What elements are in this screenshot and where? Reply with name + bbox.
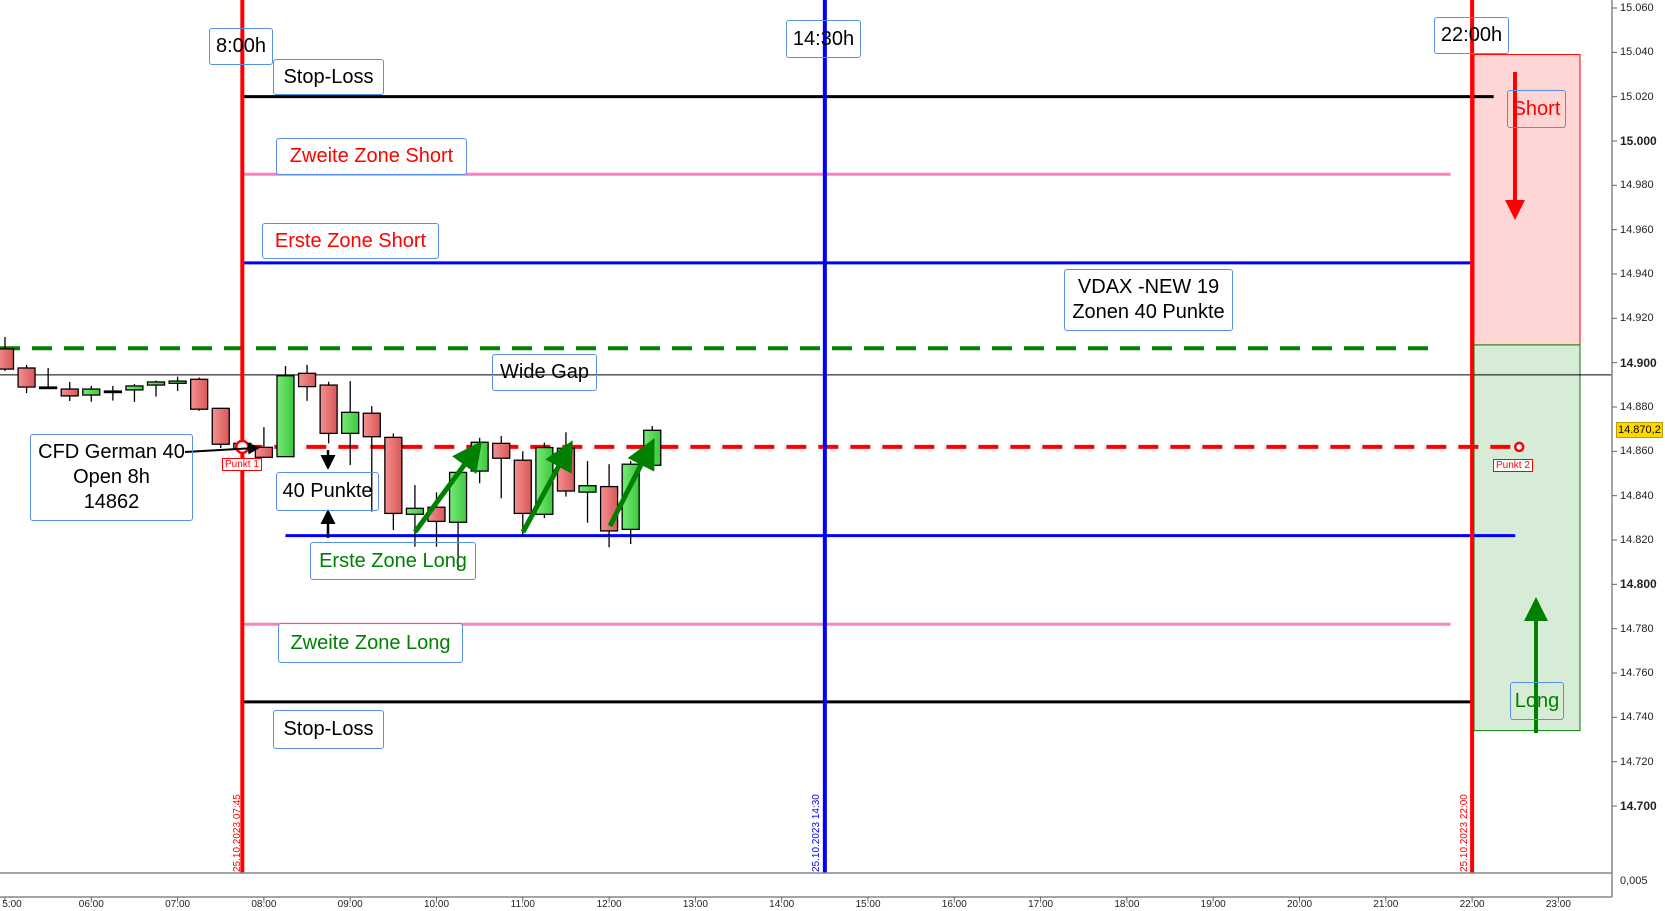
trend-arrow-icon bbox=[607, 438, 655, 528]
40-punkte-label: 40 Punkte bbox=[276, 472, 379, 511]
vline-date-1430: 25.10.2023 14:30 bbox=[811, 794, 822, 872]
vdax-line1: VDAX -NEW 19 bbox=[1077, 276, 1220, 298]
bull-candle bbox=[168, 380, 187, 384]
tag-22h: 22:00h bbox=[1434, 17, 1509, 54]
x-tick-label: 10:00 bbox=[423, 899, 450, 910]
x-tick-label: 19:00 bbox=[1200, 899, 1226, 910]
y-tick-label: 15.000 bbox=[1620, 134, 1657, 148]
bear-candle bbox=[0, 348, 15, 370]
zweite-zone-short-label: Zweite Zone Short bbox=[276, 138, 467, 175]
bear-candle bbox=[60, 388, 79, 397]
long-label: Long bbox=[1510, 682, 1564, 720]
connector-arrow-icon bbox=[184, 442, 260, 455]
wide-gap-label: Wide Gap bbox=[492, 354, 597, 391]
bear-candle bbox=[211, 407, 230, 445]
punkt-2-label: Punkt 2 bbox=[1493, 459, 1533, 472]
x-tick-label: 17:00 bbox=[1028, 899, 1054, 910]
y-tick-label: 14.980 bbox=[1620, 179, 1654, 192]
cfd-line2: Open 8h bbox=[73, 466, 150, 488]
short-label: Short bbox=[1507, 90, 1566, 128]
x-tick-label: 20:00 bbox=[1286, 899, 1313, 910]
punkt-1-label: Punkt 1 bbox=[222, 458, 262, 471]
bear-candle bbox=[297, 372, 317, 388]
y-tick-label: 14.760 bbox=[1620, 667, 1654, 679]
x-tick-label: 11:00 bbox=[510, 899, 535, 910]
y-tick-label: 14.740 bbox=[1620, 711, 1654, 724]
x-tick-label: 09:00 bbox=[337, 899, 363, 910]
bull-candle bbox=[470, 441, 489, 472]
vdax-line2: Zonen 40 Punkte bbox=[1072, 301, 1225, 323]
tag-8h: 8:00h bbox=[209, 28, 273, 65]
y-tick-label: 14.920 bbox=[1620, 312, 1654, 325]
bull-candle bbox=[341, 411, 360, 435]
bear-candle bbox=[17, 367, 36, 388]
x-tick-label: 18:00 bbox=[1114, 899, 1140, 910]
x-tick-label: 08:00 bbox=[251, 899, 277, 910]
bull-candle bbox=[82, 388, 101, 396]
last-price-tag: 14.870,2 bbox=[1616, 422, 1663, 438]
long-zone bbox=[1473, 344, 1581, 732]
vline-date-2200: 25.10.2023 22:00 bbox=[1459, 794, 1470, 872]
point-2-marker bbox=[1514, 441, 1525, 453]
trend-arrow-icon bbox=[412, 440, 482, 534]
cfd-open-label: CFD German 40 Open 8h 14862 bbox=[30, 434, 193, 521]
x-tick-label: 14:00 bbox=[769, 899, 795, 910]
x-tick-label: 12:00 bbox=[596, 899, 622, 910]
y-tick-label: 15.040 bbox=[1620, 46, 1654, 59]
x-tick-label: 22:00 bbox=[1459, 899, 1485, 910]
tag-1430h: 14:30h bbox=[786, 20, 861, 58]
zweite-zone-long-label: Zweite Zone Long bbox=[278, 623, 463, 663]
bear-candle bbox=[190, 378, 209, 410]
cfd-line1: CFD German 40 bbox=[38, 441, 185, 463]
y-tick-label: 14.900 bbox=[1620, 355, 1657, 370]
erste-zone-short-label: Erste Zone Short bbox=[262, 223, 439, 259]
y-tick-label: 14.720 bbox=[1620, 755, 1654, 768]
y-tick-label: 14.780 bbox=[1620, 622, 1654, 635]
erste-zone-long-label: Erste Zone Long bbox=[310, 542, 476, 580]
vline-date-0745: 25.10.2023 07:45 bbox=[232, 794, 243, 872]
cfd-line3: 14862 bbox=[83, 491, 140, 513]
trend-arrow-icon bbox=[520, 440, 573, 534]
bear-candle bbox=[513, 459, 532, 515]
lower-panel-tick: 0,005 bbox=[1620, 875, 1648, 887]
bull-candle bbox=[276, 375, 295, 458]
y-tick-label: 14.700 bbox=[1620, 799, 1657, 813]
bull-candle bbox=[103, 390, 123, 394]
y-tick-label: 14.860 bbox=[1620, 445, 1654, 458]
vdax-label: VDAX -NEW 19 Zonen 40 Punkte bbox=[1064, 269, 1233, 331]
bull-candle bbox=[405, 507, 425, 515]
bear-candle bbox=[319, 384, 338, 435]
y-tick-label: 14.940 bbox=[1620, 268, 1654, 280]
y-tick-label: 14.840 bbox=[1620, 489, 1654, 502]
y-tick-label: 14.960 bbox=[1620, 223, 1654, 236]
bull-candle bbox=[146, 381, 166, 386]
bear-candle bbox=[362, 412, 381, 438]
y-tick-label: 14.800 bbox=[1620, 577, 1657, 592]
stop-loss-top-label: Stop-Loss bbox=[273, 59, 384, 95]
bull-candle bbox=[643, 429, 662, 466]
y-tick-label: 15.020 bbox=[1620, 90, 1654, 103]
bear-candle bbox=[254, 446, 274, 458]
x-tick-label: 5:00 bbox=[2, 899, 22, 910]
x-tick-label: 16:00 bbox=[941, 899, 967, 910]
short-zone bbox=[1473, 54, 1581, 346]
y-tick-label: 14.820 bbox=[1620, 534, 1654, 546]
bull-candle bbox=[578, 485, 597, 493]
y-tick-label: 15.060 bbox=[1620, 2, 1654, 14]
bull-candle bbox=[125, 385, 144, 391]
x-tick-label: 13:00 bbox=[682, 899, 708, 910]
bull-candle bbox=[39, 386, 58, 390]
bear-candle bbox=[492, 442, 511, 459]
x-tick-label: 21:00 bbox=[1373, 899, 1399, 910]
point-1-marker bbox=[235, 439, 250, 455]
bear-candle bbox=[384, 436, 403, 515]
x-tick-label: 15:00 bbox=[855, 899, 881, 910]
stop-loss-bottom-label: Stop-Loss bbox=[273, 710, 384, 749]
x-tick-label: 07:00 bbox=[165, 899, 191, 910]
x-tick-label: 06:00 bbox=[78, 899, 104, 910]
x-tick-label: 23:00 bbox=[1545, 899, 1571, 910]
y-tick-label: 14.880 bbox=[1620, 401, 1654, 413]
